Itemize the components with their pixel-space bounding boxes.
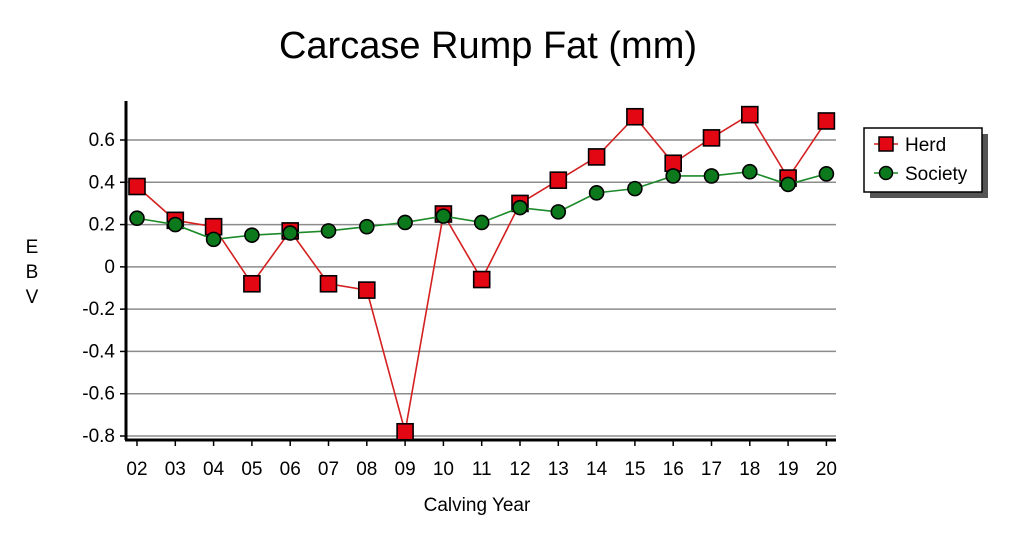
data-point (357, 281, 376, 299)
legend-marker (878, 165, 894, 181)
data-point (320, 223, 337, 239)
data-point (550, 204, 567, 220)
y-tick-label: 0 (104, 257, 115, 278)
x-tick-label: 10 (433, 459, 454, 480)
data-point (244, 227, 260, 243)
axes (124, 101, 836, 442)
y-axis-label: EBV (26, 237, 39, 308)
data-point (588, 185, 605, 201)
data-point (167, 216, 184, 233)
y-tick-label: -0.4 (82, 341, 115, 362)
x-tick-label: 15 (624, 459, 645, 480)
x-tick-label: 03 (165, 459, 186, 480)
data-point (740, 105, 759, 124)
data-point (282, 225, 299, 241)
x-tick-label: 09 (395, 459, 416, 480)
data-point (780, 176, 796, 193)
y-axis-label-char: E (26, 237, 39, 258)
data-point (818, 166, 835, 182)
x-tick-label: 12 (509, 459, 530, 480)
y-axis-label-char: B (26, 262, 39, 283)
legend-item-society: Society (874, 164, 968, 185)
data-point (512, 199, 528, 216)
legend-item-herd: Herd (874, 135, 946, 156)
legend-label: Herd (905, 135, 946, 156)
x-tick-label: 07 (318, 459, 339, 480)
x-tick-label: 19 (778, 459, 799, 480)
data-point (396, 422, 414, 441)
y-tick-label: -0.2 (82, 299, 115, 320)
x-tick-label: 17 (701, 459, 722, 480)
y-tick-label: -0.6 (82, 384, 115, 405)
x-ticks: 02 03 04 05 06 07 08 09 10 11 12 13 14 15 16 17 18 19 20 (126, 440, 837, 480)
x-tick-label: 02 (126, 459, 147, 480)
data-point (741, 163, 758, 180)
data-point (549, 171, 568, 189)
x-tick-label: 16 (663, 459, 684, 480)
x-tick-label: 06 (280, 459, 301, 480)
x-axis-label: Calving Year (424, 495, 531, 516)
y-tick-label: 0.4 (89, 172, 116, 193)
x-tick-label: 18 (739, 459, 760, 480)
legend-marker (878, 136, 894, 152)
data-point (243, 274, 261, 293)
data-point (397, 214, 413, 231)
legend: Herd Society (863, 127, 988, 198)
data-point (435, 208, 452, 224)
chart-title: Carcase Rump Fat (mm) (279, 25, 697, 67)
data-point (587, 148, 606, 166)
y-tick-label: -0.8 (82, 426, 115, 447)
x-tick-label: 20 (816, 459, 837, 480)
series-herd (128, 105, 836, 441)
x-tick-label: 08 (356, 459, 377, 480)
data-point (473, 214, 490, 231)
legend-label: Society (905, 164, 968, 185)
data-point (626, 107, 644, 126)
y-tick-label: 0.6 (89, 130, 115, 151)
data-point (358, 218, 375, 235)
series-society (129, 163, 835, 248)
x-tick-label: 04 (203, 459, 225, 480)
y-ticks: 0.6 0.4 0.2 0 -0.2 -0.4 -0.6 -0.8 (82, 130, 126, 447)
data-point (665, 168, 682, 184)
data-point (128, 177, 146, 196)
data-point (472, 270, 491, 289)
data-point (703, 168, 720, 184)
data-point (129, 210, 145, 227)
data-point (702, 129, 721, 147)
data-point (319, 274, 338, 293)
x-tick-label: 13 (548, 459, 569, 480)
y-tick-label: 0.2 (89, 215, 115, 236)
data-point (627, 180, 643, 197)
x-tick-label: 11 (472, 459, 492, 480)
y-axis-label-char: V (26, 287, 39, 308)
series (128, 105, 836, 441)
x-tick-label: 14 (586, 459, 608, 480)
data-point (817, 112, 836, 130)
x-tick-label: 05 (241, 459, 262, 480)
data-point (205, 231, 222, 248)
